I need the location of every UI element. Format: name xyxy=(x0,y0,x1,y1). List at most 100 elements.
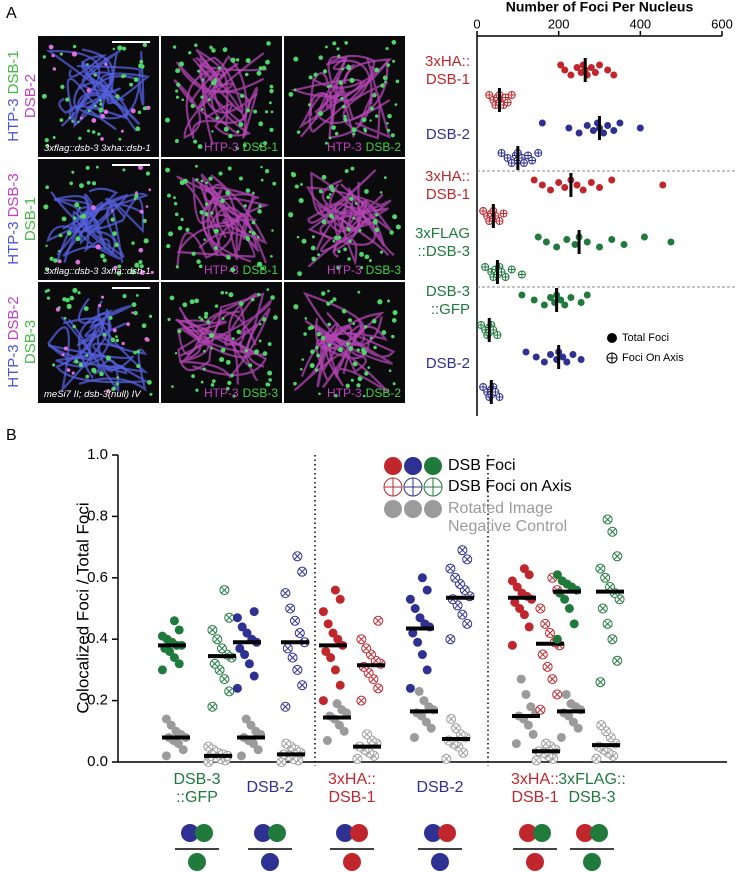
focus-dot xyxy=(364,189,369,194)
focus-dot xyxy=(270,254,273,258)
focus-dot xyxy=(72,44,77,49)
data-point xyxy=(280,588,291,599)
data-point xyxy=(522,348,530,356)
focus-dot xyxy=(293,382,297,385)
focus-dot xyxy=(164,117,170,123)
focus-dot xyxy=(347,257,351,261)
data-point xyxy=(236,751,246,761)
focus-dot xyxy=(198,316,201,319)
side-label: HTP-3 DSB-2 xyxy=(5,296,22,388)
focus-dot xyxy=(199,210,204,215)
marker-cross xyxy=(608,635,616,643)
focus-dot xyxy=(99,102,103,106)
data-point xyxy=(445,634,456,645)
focus-dot xyxy=(380,83,385,88)
focus-dot xyxy=(270,110,274,114)
focus-dot xyxy=(227,166,232,171)
chromosome-axis xyxy=(175,318,268,385)
focus-dot xyxy=(321,219,327,225)
focus-dot xyxy=(143,238,149,244)
legend-label: Total Foci xyxy=(622,332,669,344)
legend-marker xyxy=(404,500,422,518)
marker-cross xyxy=(282,740,290,748)
data-point xyxy=(481,263,490,271)
focus-dot xyxy=(122,293,127,299)
focus-dot xyxy=(214,304,219,308)
focus-dot xyxy=(321,335,326,341)
focus-dot xyxy=(133,77,139,83)
focus-dot xyxy=(258,121,264,127)
focus-dot xyxy=(273,315,278,320)
focus-dot xyxy=(395,224,401,230)
focus-dot xyxy=(197,69,201,73)
data-point xyxy=(587,179,595,186)
icon-circle xyxy=(336,824,354,842)
data-point xyxy=(457,609,468,620)
data-point xyxy=(276,757,287,767)
side-label: DSB-1 xyxy=(22,197,39,241)
data-point xyxy=(280,701,291,712)
chromosome-axis xyxy=(312,55,348,125)
focus-dot xyxy=(211,80,217,86)
data-point xyxy=(561,689,571,699)
focus-dot xyxy=(328,84,332,88)
focus-dot xyxy=(189,299,195,305)
focus-dot xyxy=(45,267,49,272)
focus-dot xyxy=(348,196,354,201)
focus-dot xyxy=(139,209,144,214)
focus-dot xyxy=(75,236,81,242)
focus-dot xyxy=(267,370,273,376)
data-point xyxy=(557,576,567,586)
focus-dot xyxy=(118,137,122,141)
marker-cross xyxy=(277,758,285,766)
focus-dot xyxy=(77,291,81,295)
focus-dot xyxy=(226,254,231,260)
focus-dot xyxy=(59,52,63,56)
data-point xyxy=(410,604,420,613)
data-point xyxy=(235,643,245,653)
data-point xyxy=(561,66,569,74)
data-point xyxy=(503,98,512,107)
focus-dot xyxy=(98,107,104,113)
side-label-part: DSB-1 xyxy=(22,197,39,241)
icon-circle xyxy=(254,824,272,842)
focus-dot xyxy=(248,230,252,234)
chromosome-axis xyxy=(315,326,352,381)
focus-dot xyxy=(138,259,143,265)
category-label: DSB-1 xyxy=(328,789,375,806)
focus-dot xyxy=(215,116,219,120)
data-point xyxy=(612,551,623,562)
focus-dot xyxy=(386,122,389,125)
data-point xyxy=(335,680,345,690)
legend-marker xyxy=(383,477,403,497)
focus-dot xyxy=(265,59,270,65)
focus-dot xyxy=(65,297,70,303)
focus-dot xyxy=(100,295,105,299)
focus-dot xyxy=(139,270,145,276)
side-label-part: DSB-2 xyxy=(22,74,39,118)
legend-marker xyxy=(424,500,442,518)
focus-dot xyxy=(122,46,127,51)
focus-dot xyxy=(120,129,124,133)
focus-dot xyxy=(130,269,136,275)
data-point xyxy=(409,732,419,742)
focus-dot xyxy=(61,353,65,357)
focus-dot xyxy=(256,292,261,297)
data-point xyxy=(602,514,613,525)
focus-dot xyxy=(260,165,263,169)
data-point xyxy=(232,613,242,623)
marker-cross xyxy=(602,727,610,735)
marker-cross xyxy=(463,555,471,563)
focus-dot xyxy=(261,317,267,322)
marker-cross xyxy=(450,740,458,748)
focus-dot xyxy=(336,47,340,51)
focus-dot xyxy=(69,181,74,186)
focus-dot xyxy=(86,129,91,133)
focus-dot xyxy=(85,374,90,379)
data-point xyxy=(559,353,567,361)
marker-cross xyxy=(293,552,301,560)
data-point xyxy=(356,695,367,706)
data-point xyxy=(413,637,423,647)
data-point xyxy=(519,610,529,620)
focus-dot xyxy=(253,109,258,114)
